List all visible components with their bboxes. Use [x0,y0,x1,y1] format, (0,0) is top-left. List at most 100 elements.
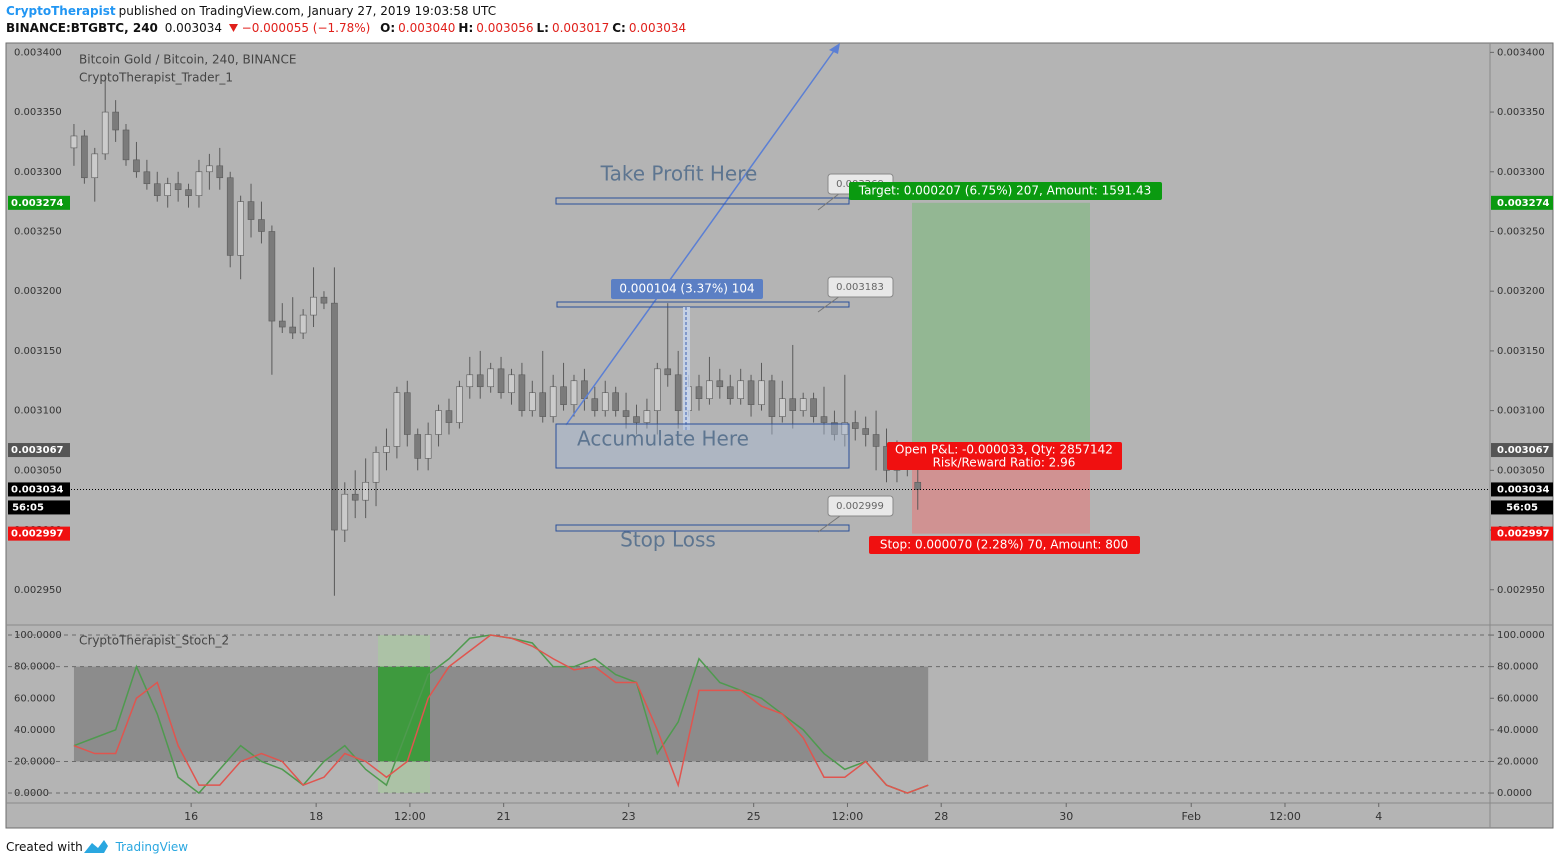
ohlc-key: L: [536,21,549,35]
y-tick-label: 0.003200 [14,286,62,297]
candle-body [268,231,276,322]
candle-body [528,392,536,411]
y-tick-label: 0.003300 [1497,167,1545,178]
price-label: 0.002997 [1497,529,1550,540]
symbol: BINANCE:BTGBTC, 240 [6,21,158,35]
callout-pointer [817,192,841,211]
price-label-box [8,526,70,541]
x-tick-label: 28 [934,810,948,823]
ohlc-key: C: [612,21,626,35]
y-tick-label: 60.0000 [14,693,55,704]
tradingview-logo [84,840,108,853]
stop-label-box [869,536,1140,554]
down-triangle [228,24,238,32]
ohlc-value: 0.003017 [551,21,610,35]
y-tick-label: 0.003350 [14,107,62,118]
y-tick-label: 0.003150 [1497,346,1545,357]
indicator-name: CryptoTherapist_Trader_1 [79,71,233,85]
y-tick-label: 0.003150 [14,346,62,357]
candle-body [403,392,411,435]
y-tick-label: 0.003250 [1497,226,1545,237]
change: −0.000055 (−1.78%) [228,21,374,35]
candle-body [310,296,317,316]
level-label: 0.003183 [836,282,884,293]
y-tick-label: 100.0000 [1497,630,1545,641]
footer: Created with TradingView [6,840,191,854]
candle-body [914,481,922,490]
candle-body [706,380,713,399]
candle-body [226,177,234,256]
price-label-box [8,195,70,210]
callout-box [827,495,894,517]
x-tick-label: Feb [1181,810,1200,823]
indicator-name: CryptoTherapist_Stoch_2 [79,634,229,648]
candle-body [487,368,494,388]
candle-body [372,452,380,483]
y-tick-label: 20.0000 [1497,756,1538,767]
y-tick-label: 0.003250 [14,226,62,237]
annotation: Take Profit Here [600,162,758,186]
profit-zone [912,202,1090,451]
candle-body [362,481,369,501]
candle-body [758,380,765,405]
x-tick-label: 25 [747,810,761,823]
ohlc-value: 0.003056 [476,21,534,35]
x-tick-label: 16 [184,810,198,823]
logo-icon [84,840,108,853]
y-tick-label: 0.003100 [1497,406,1545,417]
y-tick-label: 0.0000 [14,788,49,799]
candle-body [351,493,359,501]
candle-body [174,183,182,190]
candle-body [591,398,599,411]
x-tick-label: 12:00 [1269,810,1301,823]
candle-body [91,153,99,179]
x-tick-label: 18 [309,810,323,823]
candle-body [716,380,724,388]
price-label: 0.003067 [1497,445,1550,456]
take-profit-box [555,197,850,205]
ohlc-key: H: [458,21,474,35]
candle-body [643,410,651,423]
y-tick-label: 0.003200 [1497,286,1545,297]
candle-body [539,392,547,417]
annotation: Accumulate Here [577,427,749,451]
candle-body [195,171,203,196]
risk-reward-label: Risk/Reward Ratio: 2.96 [933,456,1076,470]
candle-body [476,374,484,388]
price-label: 0.003067 [11,445,64,456]
candle-body [820,416,828,423]
stoch-line [73,634,929,794]
y-tick-label: 0.003050 [1497,465,1545,476]
candle-body [674,374,682,411]
y-tick-label: 0.003350 [1497,107,1545,118]
candle-body [383,446,390,453]
candle-body [206,165,213,173]
target-label-box [849,182,1162,200]
candle-body [862,428,869,435]
x-tick-label: 30 [1059,810,1073,823]
y-tick-label: 80.0000 [1497,662,1538,673]
candle-body [456,386,463,423]
arrow-head [829,43,840,54]
candle-body [81,135,88,179]
candle-body [633,416,640,423]
candle-body [320,296,328,304]
candle-body [216,165,224,179]
candle-body [424,434,432,459]
under-layer: 16 18 12:00 21 23 25 12:00 28 30 Feb 12:00 4 0.00295… [8,47,1545,823]
candle-body [143,171,151,185]
stoch-band [73,666,929,762]
measure-level-box [556,301,850,308]
candle-body [258,219,265,232]
trend-arrow [565,47,837,426]
stop-label: Stop: 0.000070 (2.28%) 70, Amount: 800 [880,538,1128,552]
candle-body [851,422,859,429]
created-with: Created with [6,840,83,854]
y-tick-label: 40.0000 [14,725,55,736]
ohlc-value: 0.003034 [628,21,687,35]
x-tick-label: 23 [622,810,636,823]
x-tick-label: 4 [1375,810,1382,823]
ohlc-value: 0.003040 [398,21,456,35]
price-label: 0.003274 [1497,198,1550,209]
